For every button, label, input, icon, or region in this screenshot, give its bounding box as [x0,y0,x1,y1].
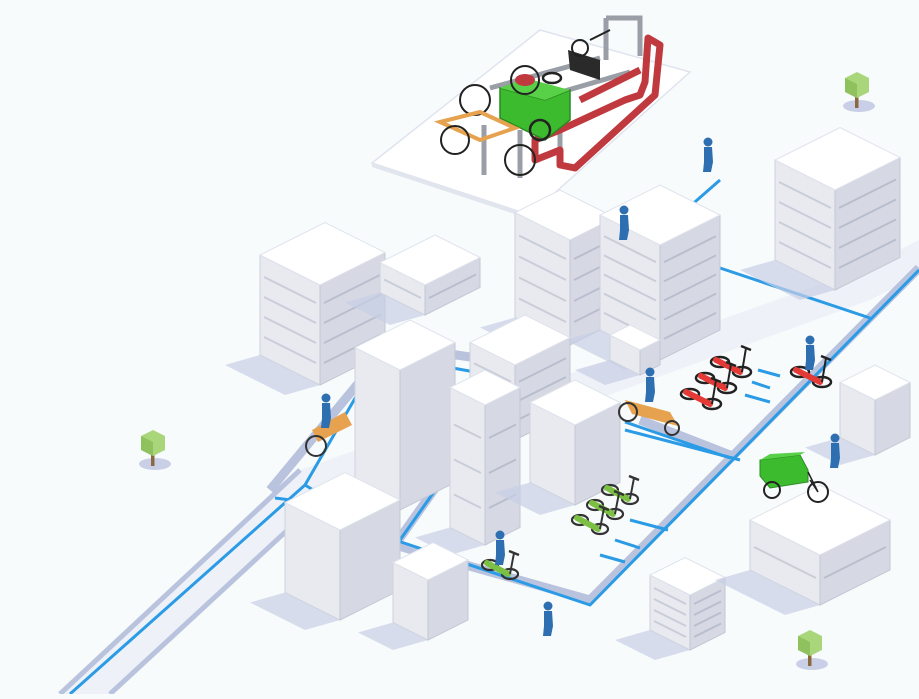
building-icon [715,484,892,615]
building-icon [250,471,402,630]
cargo-bike-icon [433,109,536,176]
building-icon [415,369,522,555]
person-icon [645,367,655,402]
person-icon [495,530,505,565]
tree-icon [796,630,828,670]
building-icon [740,126,902,300]
person-icon [805,335,815,370]
person-icon [619,205,629,240]
building-icon [615,556,727,660]
building-icon [345,234,482,325]
person-icon [543,601,553,636]
cargo-bike-icon [305,412,352,457]
tree-icon [139,430,171,470]
cargo-bike-icon [618,400,680,436]
building-icon [358,541,470,650]
building-icon [495,379,622,515]
tree-icon [843,72,875,112]
building-icon [805,364,912,465]
person-icon [830,433,840,468]
cargo-bike-icon [759,452,829,503]
person-icon [703,137,713,172]
e-scooter-icon [515,29,611,86]
person-icon [321,393,331,428]
building-icon [575,324,662,385]
